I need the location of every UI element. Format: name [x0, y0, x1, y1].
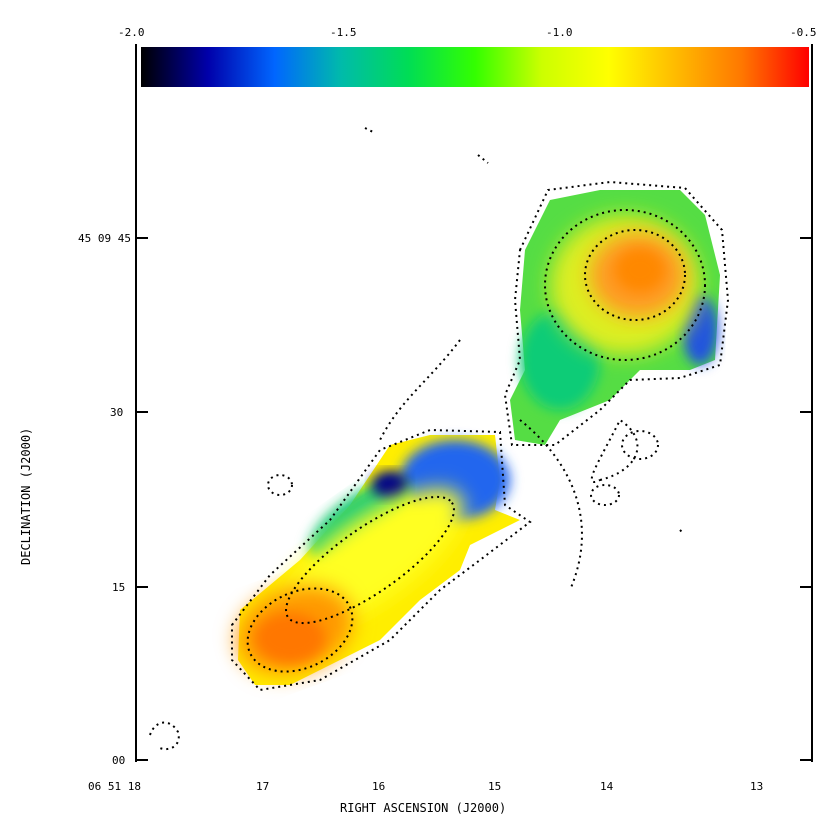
- y-tick-0: 45 09 45: [78, 232, 131, 245]
- x-tick-0: 06 51 18: [88, 780, 141, 793]
- x-tick-labels: 06 51 18 17 16 15 14 13: [88, 780, 763, 793]
- y-tick-3: 00: [112, 754, 125, 767]
- contour-se-outer: [231, 428, 532, 692]
- contours: [149, 127, 730, 751]
- x-tick-4: 14: [600, 780, 614, 793]
- contour-blob-3: [590, 484, 620, 506]
- se-lobe-hotspot: [255, 613, 325, 663]
- x-tick-5: 13: [750, 780, 763, 793]
- y-tick-1: 30: [110, 406, 123, 419]
- contour-se-mid: [285, 495, 455, 625]
- x-axis-label: RIGHT ASCENSION (J2000): [340, 801, 506, 815]
- contour-blob-1: [267, 474, 293, 496]
- colorbar: [141, 47, 809, 87]
- y-tick-2: 15: [112, 581, 125, 594]
- contour-nw-mid: [544, 209, 706, 361]
- colorbar-tick-3: -0.5: [790, 26, 817, 39]
- axis-ticks: [136, 237, 812, 761]
- contour-noise-3: [679, 529, 685, 535]
- northwest-lobe: [510, 190, 720, 445]
- contour-noise-1: [364, 127, 374, 133]
- colorbar-tick-1: -1.5: [330, 26, 357, 39]
- contour-blob-2: [621, 430, 659, 460]
- nw-lobe-hotspot: [615, 248, 665, 292]
- colorbar-ticks: -2.0 -1.5 -1.0 -0.5: [118, 26, 817, 39]
- contour-beam: [149, 721, 180, 751]
- x-tick-3: 15: [488, 780, 501, 793]
- contour-nw-outer: [503, 180, 730, 446]
- se-lobe-dark-spot: [372, 471, 408, 499]
- colorbar-tick-2: -1.0: [546, 26, 573, 39]
- contour-bridge-3: [590, 418, 639, 483]
- contour-nw-inner: [584, 229, 686, 321]
- y-tick-labels: 45 09 45 30 15 00: [78, 232, 131, 767]
- contour-se-inner: [246, 587, 354, 673]
- x-tick-2: 16: [372, 780, 385, 793]
- contour-noise-2: [477, 154, 489, 164]
- y-axis-label: DECLINATION (J2000): [19, 428, 33, 565]
- southeast-lobe: [236, 435, 520, 685]
- x-tick-1: 17: [256, 780, 269, 793]
- contour-bridge-1: [379, 339, 461, 441]
- colorbar-tick-0: -2.0: [118, 26, 145, 39]
- image-layer: [149, 127, 730, 751]
